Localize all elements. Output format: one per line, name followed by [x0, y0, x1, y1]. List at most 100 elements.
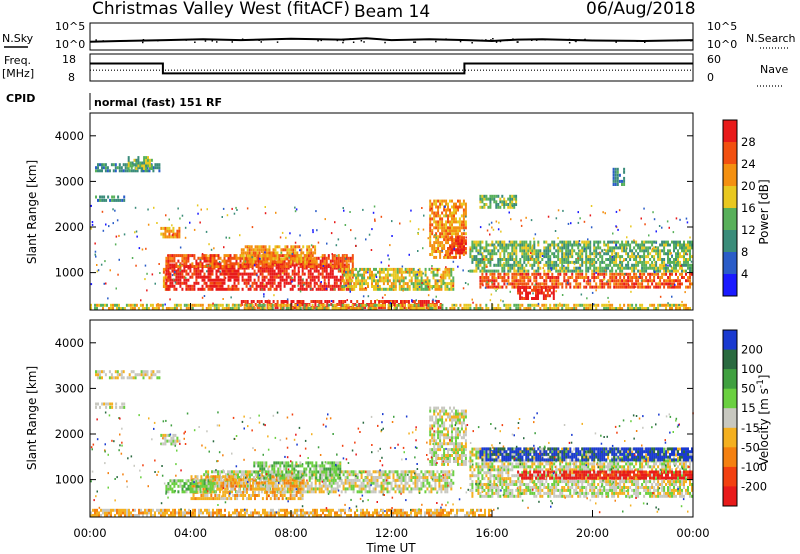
- range-cell: [450, 285, 453, 288]
- range-cell: [489, 249, 492, 253]
- range-cell: [272, 248, 275, 252]
- speckle-cell: [423, 214, 425, 217]
- speckle-cell: [398, 280, 400, 283]
- range-cell: [253, 281, 256, 285]
- speckle-cell: [465, 215, 467, 218]
- range-cell: [247, 266, 250, 270]
- range-cell: [313, 256, 316, 260]
- range-cell: [621, 260, 624, 264]
- range-cell: [691, 246, 693, 250]
- range-cell: [211, 278, 214, 282]
- range-cell: [333, 254, 336, 258]
- range-cell: [118, 166, 121, 170]
- range-cell: [505, 200, 508, 204]
- speckle-cell: [315, 210, 317, 213]
- range-cell: [587, 282, 590, 286]
- range-cell: [601, 255, 604, 259]
- range-cell: [465, 307, 468, 310]
- range-cell: [388, 300, 390, 303]
- range-cell: [247, 275, 250, 279]
- range-cell: [225, 473, 227, 477]
- speckle-cell: [177, 268, 179, 271]
- colorbar-tick: 20: [741, 179, 756, 193]
- range-cell: [187, 287, 190, 291]
- range-cell: [286, 248, 289, 252]
- range-cell: [351, 256, 354, 260]
- range-cell: [281, 269, 284, 273]
- range-cell: [199, 275, 202, 279]
- range-cell: [243, 303, 246, 307]
- range-cell: [400, 267, 403, 271]
- range-cell: [631, 255, 634, 259]
- range-cell: [420, 285, 423, 288]
- range-cell: [197, 281, 200, 285]
- range-cell: [245, 284, 248, 288]
- range-cell: [609, 260, 612, 264]
- range-cell: [249, 275, 252, 279]
- range-cell: [168, 270, 171, 274]
- range-cell: [394, 276, 397, 280]
- range-cell: [323, 266, 326, 270]
- speckle-cell: [96, 264, 98, 266]
- range-cell: [179, 275, 182, 279]
- range-cell: [475, 263, 478, 267]
- range-cell: [118, 373, 121, 377]
- range-cell: [353, 285, 356, 288]
- range-cell: [341, 254, 344, 258]
- speckle-cell: [344, 257, 347, 260]
- speckle-cell: [422, 228, 425, 231]
- range-cell: [661, 272, 664, 276]
- range-cell: [138, 166, 141, 170]
- speckle-cell: [264, 206, 266, 208]
- range-cell: [679, 272, 681, 276]
- range-cell: [440, 276, 443, 280]
- range-cell: [539, 266, 542, 270]
- range-cell: [259, 287, 262, 291]
- range-cell: [429, 220, 432, 224]
- speckle-cell: [280, 251, 282, 254]
- range-cell: [139, 164, 142, 168]
- range-cell: [545, 276, 548, 279]
- range-cell: [118, 169, 121, 173]
- range-cell: [181, 272, 184, 276]
- range-cell: [330, 303, 333, 306]
- range-cell: [569, 255, 572, 259]
- speckle-cell: [373, 205, 376, 208]
- range-cell: [499, 255, 502, 259]
- range-cell: [424, 267, 427, 271]
- range-cell: [301, 284, 304, 288]
- range-cell: [542, 294, 545, 298]
- speckle-cell: [615, 210, 618, 213]
- range-cell: [269, 269, 272, 273]
- range-cell: [613, 255, 616, 259]
- range-cell: [509, 303, 512, 307]
- range-cell: [429, 241, 432, 245]
- range-cell: [555, 269, 558, 273]
- speckle-cell: [626, 236, 628, 239]
- range-cell: [513, 252, 516, 256]
- range-cell: [481, 194, 484, 198]
- range-cell: [597, 276, 600, 279]
- range-cell: [211, 303, 214, 307]
- range-cell: [513, 279, 516, 283]
- range-cell: [431, 247, 434, 250]
- range-cell: [621, 183, 623, 186]
- range-cell: [101, 198, 104, 202]
- range-cell: [653, 246, 656, 250]
- range-cell: [464, 211, 467, 215]
- range-cell: [567, 255, 570, 259]
- range-cell: [263, 265, 266, 268]
- range-cell: [373, 307, 376, 310]
- range-cell: [467, 307, 470, 310]
- range-cell: [350, 300, 353, 303]
- range-cell: [421, 300, 424, 303]
- range-cell: [537, 249, 540, 253]
- range-cell: [439, 223, 442, 227]
- range-cell: [421, 307, 424, 310]
- range-cell: [623, 179, 626, 183]
- range-cell: [435, 300, 438, 303]
- range-cell: [542, 291, 545, 295]
- speckle-cell: [303, 283, 305, 286]
- range-cell: [513, 258, 516, 261]
- range-cell: [544, 286, 547, 289]
